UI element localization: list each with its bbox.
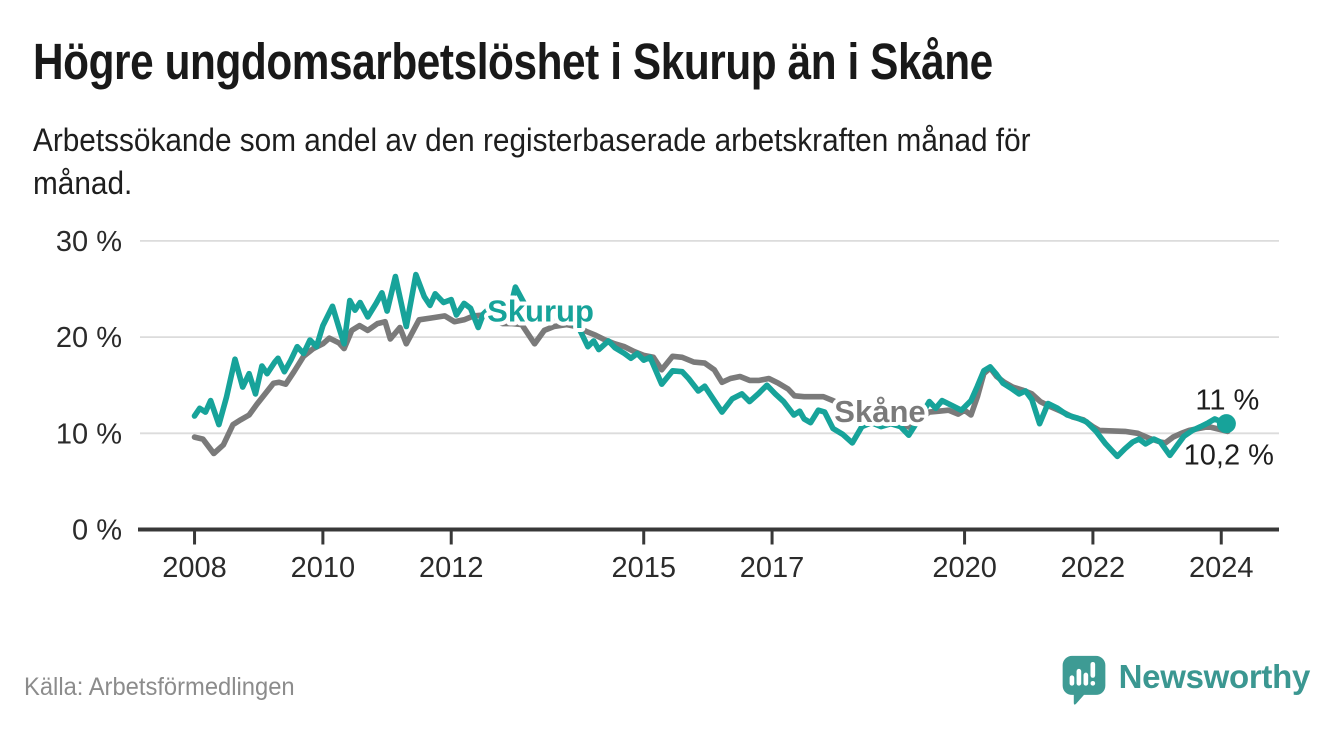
x-tick-label: 2022	[1061, 552, 1126, 584]
brand-name: Newsworthy	[1118, 658, 1311, 695]
exclamation-dot	[1090, 681, 1095, 686]
series-line-skurup	[191, 271, 1230, 460]
x-tick-label: 2010	[291, 552, 356, 584]
series-label-skåne: Skåne	[834, 394, 925, 429]
series-label-skurup: Skurup	[487, 294, 594, 329]
y-tick-label: 20 %	[56, 322, 122, 354]
end-value-label-skåne: 10,2 %	[1184, 439, 1274, 471]
x-tick-label: 2020	[932, 552, 997, 584]
x-tick-label: 2017	[740, 552, 805, 584]
brand-lockup: Newsworthy	[1060, 655, 1310, 707]
newsworthy-logo-icon	[1062, 655, 1105, 705]
exclamation-bar	[1090, 661, 1095, 678]
chart-subtitle-line1: Arbetssökande som andel av den registerb…	[33, 122, 1031, 158]
end-value-label-skurup: 11 %	[1195, 385, 1259, 417]
chart-title: Högre ungdomsarbetslöshet i Skurup än i …	[33, 33, 993, 90]
bar-chart-glyph	[1069, 661, 1095, 686]
chart-subtitle-line2: månad.	[33, 165, 133, 201]
x-tick-label: 2015	[611, 552, 676, 584]
chart-subtitle: Arbetssökande som andel av den registerb…	[33, 119, 1031, 205]
y-tick-label: 30 %	[56, 226, 122, 258]
x-tick-label: 2012	[419, 552, 484, 584]
source-note: Källa: Arbetsförmedlingen	[24, 673, 295, 701]
y-tick-label: 0 %	[72, 515, 122, 547]
x-tick-label: 2024	[1189, 552, 1254, 584]
x-tick-label: 2008	[162, 552, 227, 584]
y-tick-label: 10 %	[56, 418, 122, 450]
series-end-dot-skurup	[1216, 414, 1236, 434]
